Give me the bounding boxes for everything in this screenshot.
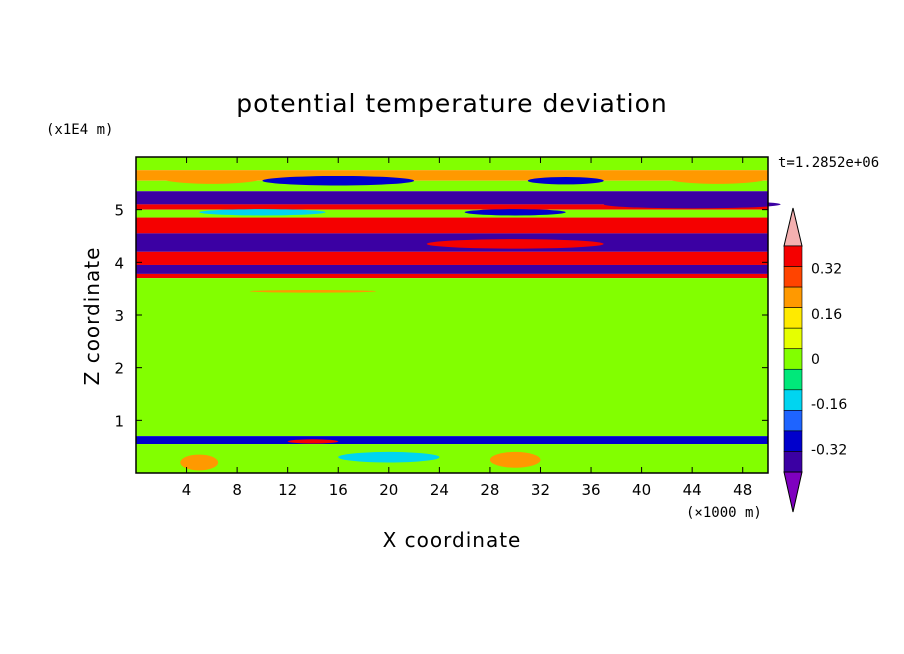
contour-band-9: [136, 264, 768, 274]
x-tick-label: 36: [581, 481, 600, 499]
contour-band-8: [136, 251, 768, 265]
contour-feature-12: [287, 439, 339, 444]
colorbar-label: 0.32: [811, 262, 842, 278]
contour-band-2: [136, 180, 768, 192]
colorbar-segment: [783, 451, 803, 473]
x-tick-label: 16: [329, 481, 348, 499]
contour-feature-1: [527, 177, 604, 185]
colorbar-segment: [783, 286, 803, 308]
colorbar-segment: [783, 368, 803, 391]
contour-band-12: [136, 315, 768, 437]
colorbar-label: 0.16: [811, 307, 842, 323]
contour-feature-10: [489, 451, 541, 468]
contour-feature-0: [262, 175, 415, 186]
colorbar-segment: [783, 430, 803, 452]
y-tick-label: 3: [114, 307, 124, 325]
x-tick-label: 28: [480, 481, 499, 499]
contour-feature-8: [249, 289, 377, 293]
y-axis: 1 2 3 4 5: [114, 202, 768, 430]
contour-band-6: [136, 217, 768, 234]
plot-area: [135, 156, 781, 474]
x-axis-title: X coordinate: [383, 528, 522, 552]
x-tick-label: 44: [683, 481, 702, 499]
contour-feature-7: [426, 239, 604, 249]
colorbar-segment: [783, 266, 803, 288]
contour-band-0: [136, 157, 768, 171]
x-tick-label: 20: [379, 481, 398, 499]
contour-band-1: [136, 170, 768, 181]
contour-band-4: [136, 204, 768, 210]
y-axis-title: Z coordinate: [80, 247, 104, 386]
colorbar-segment: [783, 245, 803, 267]
time-label: t=1.2852e+06: [778, 155, 879, 171]
x-tick-label: 48: [733, 481, 752, 499]
contour-feature-9: [180, 454, 219, 471]
contour-band-5: [136, 209, 768, 218]
x-tick-label: 4: [182, 481, 192, 499]
chart-title: potential temperature deviation: [236, 89, 667, 118]
x-tick-label: 8: [232, 481, 242, 499]
colorbar-segment: [783, 389, 803, 411]
contour-feature-3: [666, 172, 768, 184]
y-tick-label: 1: [114, 412, 124, 430]
colorbar-label: -0.16: [811, 397, 847, 413]
colorbar-segment: [783, 307, 803, 329]
contour-feature-2: [161, 172, 263, 184]
x-unit-label: (×1000 m): [686, 505, 762, 521]
contour-band-3: [136, 191, 768, 205]
contour-feature-11: [338, 451, 440, 463]
contour-feature-6: [603, 200, 781, 209]
x-tick-label: 24: [430, 481, 449, 499]
x-tick-label: 32: [531, 481, 550, 499]
contour-band-11: [136, 278, 768, 315]
contour-feature-5: [464, 209, 566, 216]
x-axis: 4 8 12 16 20 24 28 32 36 40 44 48: [182, 157, 752, 499]
x-tick-label: 40: [632, 481, 651, 499]
y-tick-label: 4: [114, 254, 124, 272]
colorbar-label: -0.32: [811, 442, 847, 458]
colorbar-bottom-arrow: [783, 471, 803, 513]
colorbar-label: 0: [811, 352, 820, 368]
x-tick-label: 12: [278, 481, 297, 499]
y-tick-label: 5: [114, 202, 124, 220]
colorbar-segment: [783, 348, 803, 370]
contour-band-10: [136, 273, 768, 279]
colorbar-segment: [783, 410, 803, 432]
contour-band-13: [136, 436, 768, 445]
contour-feature-4: [199, 209, 326, 216]
colorbar-top-arrow: [783, 207, 803, 247]
colorbar: 0.32 0.16 0 -0.16 -0.32: [783, 207, 847, 513]
y-tick-label: 2: [114, 360, 124, 378]
colorbar-segment: [783, 327, 803, 350]
y-unit-label: (x1E4 m): [46, 122, 113, 138]
contour-band-14: [136, 444, 768, 473]
